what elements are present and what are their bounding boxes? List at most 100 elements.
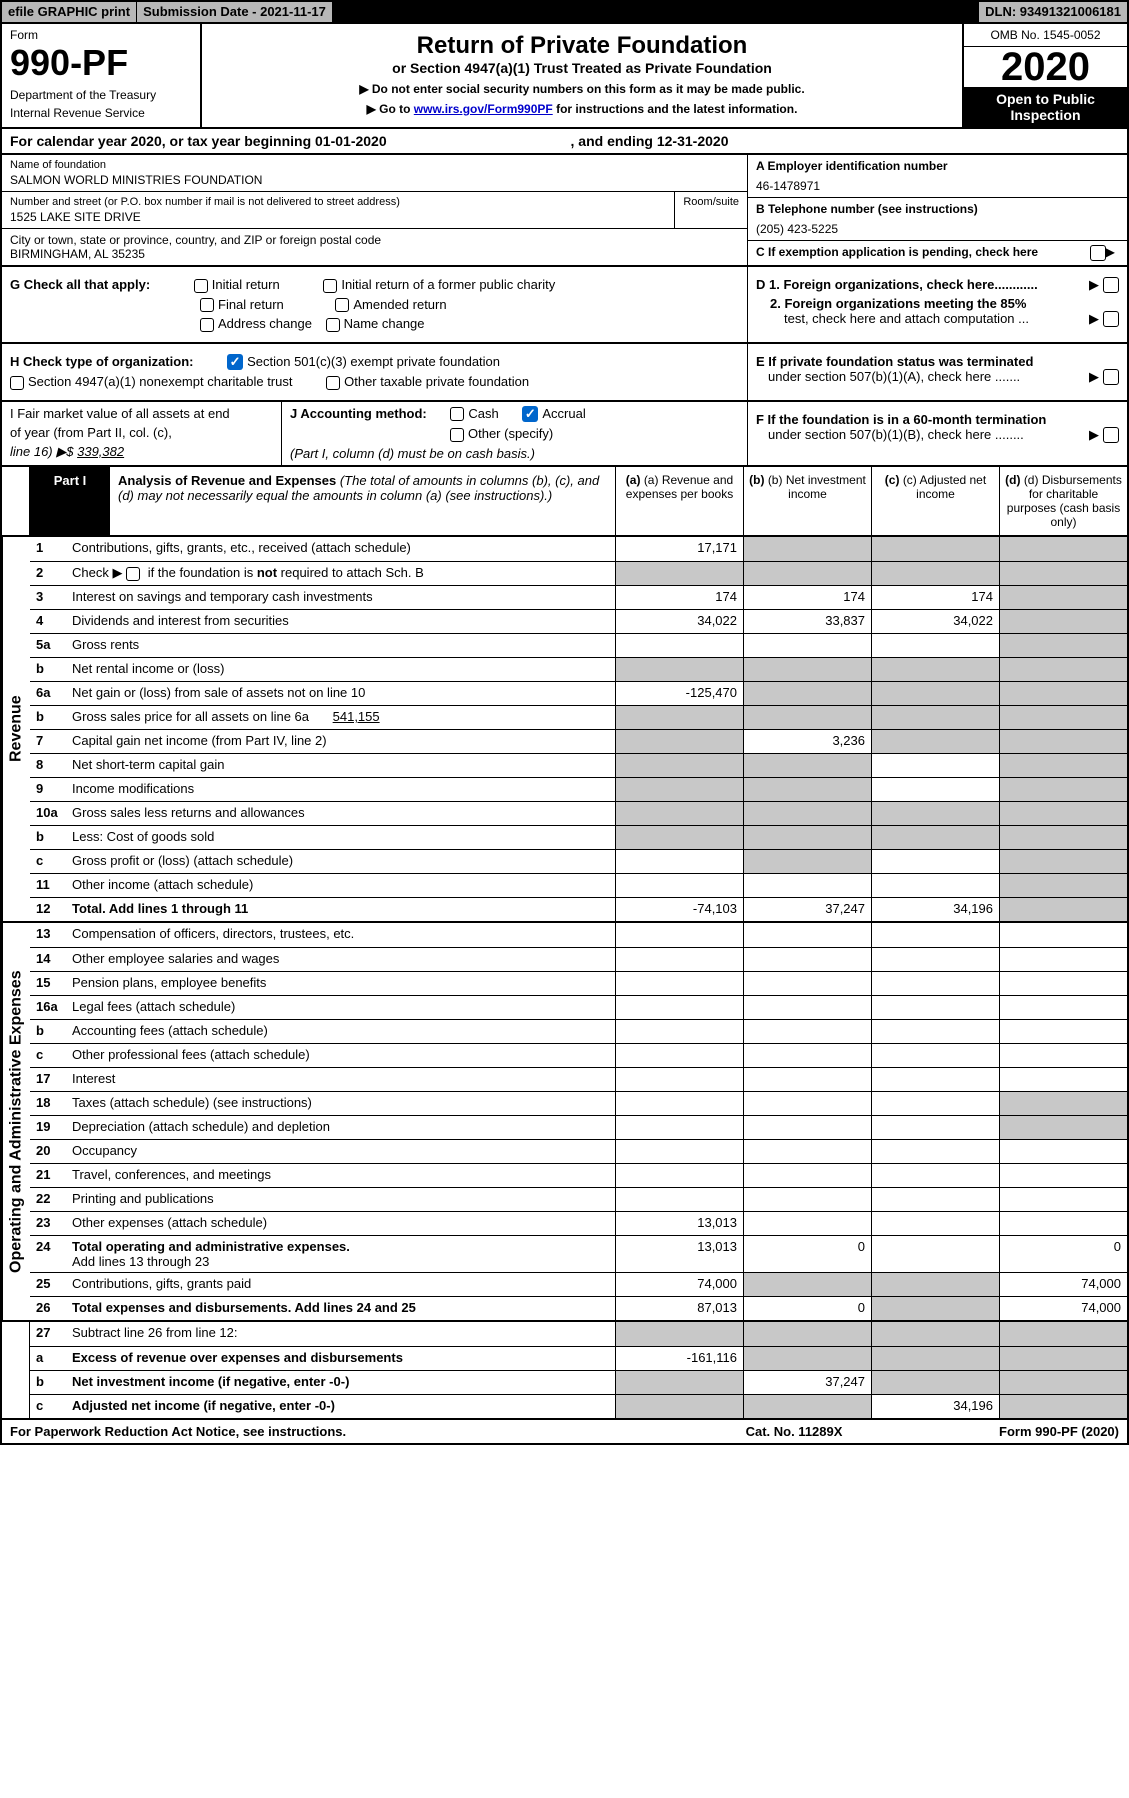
- room-cell: Room/suite: [675, 192, 747, 229]
- open-public-badge: Open to Public Inspection: [964, 87, 1127, 127]
- j-other-checkbox[interactable]: [450, 428, 464, 442]
- l27-desc: Subtract line 26 from line 12:: [68, 1322, 615, 1346]
- l6b-val: 541,155: [333, 709, 380, 724]
- l16b-c: [871, 1020, 999, 1043]
- l15-b: [743, 972, 871, 995]
- line-21: 21 Travel, conferences, and meetings: [30, 1163, 1127, 1187]
- line-1: 1 Contributions, gifts, grants, etc., re…: [30, 537, 1127, 561]
- l4-a: 34,022: [615, 610, 743, 633]
- f1-label: F If the foundation is in a 60-month ter…: [756, 412, 1046, 427]
- line-5b: b Net rental income or (loss): [30, 657, 1127, 681]
- l27a-desc: Excess of revenue over expenses and disb…: [68, 1347, 615, 1370]
- l17-desc: Interest: [68, 1068, 615, 1091]
- omb-number: OMB No. 1545-0052: [964, 24, 1127, 47]
- d2-checkbox[interactable]: [1103, 311, 1119, 327]
- line-27b: b Net investment income (if negative, en…: [30, 1370, 1127, 1394]
- l4-desc: Dividends and interest from securities: [68, 610, 615, 633]
- g-amended-checkbox[interactable]: [335, 298, 349, 312]
- j-accrual-checkbox[interactable]: ✓: [522, 406, 538, 422]
- d1-checkbox[interactable]: [1103, 277, 1119, 293]
- phone-value: (205) 423-5225: [756, 222, 1119, 236]
- g-name-checkbox[interactable]: [326, 318, 340, 332]
- l26-b: 0: [743, 1297, 871, 1320]
- l10a-num: 10a: [30, 802, 68, 825]
- j-cash-checkbox[interactable]: [450, 407, 464, 421]
- g-label: G Check all that apply:: [10, 277, 150, 292]
- line-27-table: 27 Subtract line 26 from line 12: a Exce…: [0, 1322, 1129, 1420]
- h-4947-checkbox[interactable]: [10, 376, 24, 390]
- g-opt4: Amended return: [353, 297, 446, 312]
- l10a-c: [871, 802, 999, 825]
- l22-d: [999, 1188, 1127, 1211]
- l27a-c: [871, 1347, 999, 1370]
- l7-c: [871, 730, 999, 753]
- g-address-checkbox[interactable]: [200, 318, 214, 332]
- efile-label: efile GRAPHIC print: [2, 2, 137, 22]
- c-cell: C If exemption application is pending, c…: [748, 241, 1127, 263]
- g-row-2: Final return Amended return: [10, 297, 739, 313]
- l27b-a: [615, 1371, 743, 1394]
- name-label: Name of foundation: [10, 159, 739, 171]
- foundation-name: SALMON WORLD MINISTRIES FOUNDATION: [10, 173, 739, 187]
- l17-num: 17: [30, 1068, 68, 1091]
- line-8: 8 Net short-term capital gain: [30, 753, 1127, 777]
- l5b-c: [871, 658, 999, 681]
- line-17: 17 Interest: [30, 1067, 1127, 1091]
- l27a-a: -161,116: [615, 1347, 743, 1370]
- l14-a: [615, 948, 743, 971]
- l17-a: [615, 1068, 743, 1091]
- e-checkbox[interactable]: [1103, 369, 1119, 385]
- h-other-checkbox[interactable]: [326, 376, 340, 390]
- g-opt1: Initial return: [212, 277, 280, 292]
- col-d-header: (d) (d) Disbursements for charitable pur…: [999, 467, 1127, 535]
- l24-c: [871, 1236, 999, 1272]
- h-501c3-checkbox[interactable]: ✓: [227, 354, 243, 370]
- l14-num: 14: [30, 948, 68, 971]
- l24-b: 0: [743, 1236, 871, 1272]
- l27b-desc: Net investment income (if negative, ente…: [68, 1371, 615, 1394]
- l6a-num: 6a: [30, 682, 68, 705]
- l26-a: 87,013: [615, 1297, 743, 1320]
- footer-center: Cat. No. 11289X: [669, 1424, 919, 1439]
- city-value: BIRMINGHAM, AL 35235: [10, 247, 739, 261]
- top-bar-spacer: [333, 2, 979, 22]
- f-right: F If the foundation is in a 60-month ter…: [747, 402, 1127, 465]
- irs-link[interactable]: www.irs.gov/Form990PF: [414, 102, 553, 116]
- header-left: Form 990-PF Department of the Treasury I…: [2, 24, 202, 127]
- form-subtitle: or Section 4947(a)(1) Trust Treated as P…: [210, 60, 954, 76]
- col-d-text: (d) Disbursements for charitable purpose…: [1007, 473, 1122, 529]
- dln-label: DLN: 93491321006181: [979, 2, 1127, 22]
- l24-num: 24: [30, 1236, 68, 1272]
- j-cell: J Accounting method: Cash ✓Accrual Other…: [282, 402, 747, 465]
- f-row: F If the foundation is in a 60-month ter…: [756, 412, 1119, 442]
- l10a-d: [999, 802, 1127, 825]
- ein-value: 46-1478971: [756, 179, 1119, 193]
- l3-d: [999, 586, 1127, 609]
- l26-d: 74,000: [999, 1297, 1127, 1320]
- addr-label: Number and street (or P.O. box number if…: [10, 196, 666, 208]
- g-final-checkbox[interactable]: [200, 298, 214, 312]
- g-initial-checkbox[interactable]: [194, 279, 208, 293]
- l10c-c: [871, 850, 999, 873]
- g-initial-former-checkbox[interactable]: [323, 279, 337, 293]
- addr-value: 1525 LAKE SITE DRIVE: [10, 210, 666, 224]
- l16c-desc: Other professional fees (attach schedule…: [68, 1044, 615, 1067]
- l6b-a: [615, 706, 743, 729]
- e-right: E If private foundation status was termi…: [747, 344, 1127, 400]
- l27c-desc: Adjusted net income (if negative, enter …: [68, 1395, 615, 1418]
- expenses-table: Operating and Administrative Expenses 13…: [0, 923, 1129, 1322]
- l10b-b: [743, 826, 871, 849]
- l1-desc: Contributions, gifts, grants, etc., rece…: [68, 537, 615, 561]
- l1-b: [743, 537, 871, 561]
- l2-checkbox[interactable]: [126, 567, 140, 581]
- l9-d: [999, 778, 1127, 801]
- c-checkbox[interactable]: [1090, 245, 1106, 261]
- l27c-c: 34,196: [871, 1395, 999, 1418]
- addr-cell: Number and street (or P.O. box number if…: [2, 192, 675, 229]
- l10c-d: [999, 850, 1127, 873]
- l10b-c: [871, 826, 999, 849]
- line-11: 11 Other income (attach schedule): [30, 873, 1127, 897]
- phone-label: B Telephone number (see instructions): [756, 202, 1119, 216]
- line-9: 9 Income modifications: [30, 777, 1127, 801]
- f-checkbox[interactable]: [1103, 427, 1119, 443]
